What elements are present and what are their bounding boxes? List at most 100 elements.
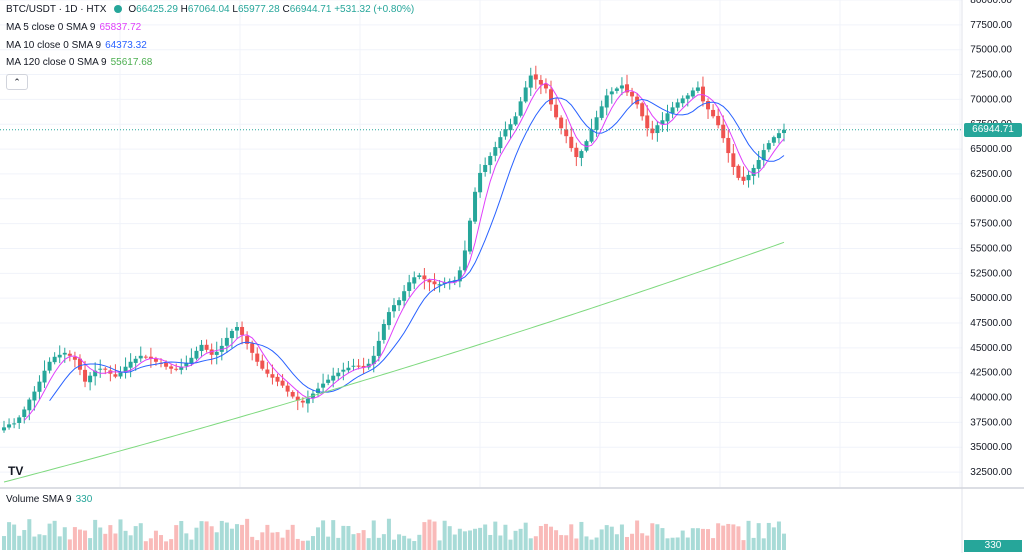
- candle-body: [47, 361, 52, 371]
- volume-bar: [361, 530, 366, 550]
- volume-bar: [341, 525, 346, 550]
- candle-body: [164, 363, 169, 367]
- y-tick-label: 32500.00: [970, 467, 1012, 478]
- ma120-legend[interactable]: MA 120 close 0 SMA 9 55617.68: [6, 57, 152, 68]
- candle-body: [706, 101, 711, 110]
- volume-bar: [700, 528, 705, 550]
- volume-bar: [133, 526, 138, 550]
- candle-body: [604, 95, 609, 108]
- volume-bar: [736, 526, 741, 550]
- candle-body: [361, 365, 366, 368]
- volume-bar: [711, 538, 716, 550]
- y-tick-label: 55000.00: [970, 243, 1012, 254]
- volume-bar: [98, 527, 103, 550]
- candle-body: [123, 366, 128, 372]
- ma10-legend[interactable]: MA 10 close 0 SMA 9 64373.32: [6, 40, 147, 51]
- volume-bar: [153, 530, 158, 550]
- candle-body: [685, 95, 690, 99]
- volume-bar: [42, 535, 47, 550]
- candle-body: [113, 374, 118, 377]
- candle-body: [594, 117, 599, 130]
- volume-bar: [407, 538, 412, 550]
- candle-body: [17, 417, 22, 424]
- candle-body: [93, 370, 98, 377]
- candle-body: [675, 102, 680, 108]
- volume-bar: [300, 540, 305, 550]
- candle-body: [381, 324, 386, 340]
- volume-bar: [655, 524, 660, 550]
- candle-body: [316, 388, 321, 393]
- candle-body: [721, 124, 726, 139]
- y-tick-label: 80000.00: [970, 0, 1012, 6]
- volume-bar: [746, 520, 751, 550]
- volume-bar: [538, 525, 543, 550]
- candle-body: [751, 167, 756, 176]
- candle-body: [645, 115, 650, 129]
- y-tick-label: 40000.00: [970, 393, 1012, 404]
- candle-body: [690, 90, 695, 97]
- volume-bar: [559, 535, 564, 550]
- volume-bar: [427, 519, 432, 550]
- chevron-up-icon[interactable]: ⌃: [6, 74, 28, 90]
- candle-body: [493, 147, 498, 156]
- volume-bar: [366, 538, 371, 550]
- candle-body: [77, 358, 82, 370]
- volume-bar: [123, 530, 128, 550]
- volume-bar: [437, 540, 442, 550]
- volume-bar: [381, 534, 386, 550]
- ma5-legend[interactable]: MA 5 close 0 SMA 9 65837.72: [6, 22, 141, 33]
- candle-body: [513, 116, 518, 125]
- volume-bar: [630, 533, 635, 550]
- symbol-label[interactable]: BTC/USDT · 1D · HTX: [6, 4, 107, 15]
- volume-bar: [619, 524, 624, 550]
- candle-body: [27, 399, 32, 411]
- volume-bar: [624, 536, 629, 550]
- y-tick-label: 60000.00: [970, 194, 1012, 205]
- y-tick-label: 77500.00: [970, 20, 1012, 31]
- volume-bar: [508, 539, 513, 550]
- volume-bar: [138, 523, 143, 550]
- volume-bar: [219, 520, 224, 550]
- volume-bar: [386, 518, 391, 550]
- volume-bar: [184, 533, 189, 550]
- candle-body: [214, 351, 219, 355]
- volume-bar: [118, 519, 123, 550]
- volume-bar: [32, 536, 37, 550]
- ma10-value: 64373.32: [105, 40, 147, 51]
- candle-body: [407, 282, 412, 291]
- volume-bar: [706, 529, 711, 550]
- volume-bar: [285, 529, 290, 550]
- candle-body: [462, 250, 467, 271]
- ma120-value: 55617.68: [110, 57, 153, 68]
- candle-body: [549, 89, 554, 105]
- candle-body: [619, 85, 624, 89]
- volume-bar: [280, 537, 285, 550]
- candle-body: [138, 355, 143, 359]
- volume-bar: [675, 537, 680, 550]
- volume-bar: [543, 523, 548, 550]
- candle-body: [326, 379, 331, 383]
- candle-body: [250, 343, 255, 353]
- candle-body: [564, 129, 569, 137]
- volume-bar: [721, 525, 726, 550]
- volume-bar: [660, 528, 665, 550]
- candle-body: [7, 424, 12, 428]
- volume-legend[interactable]: Volume SMA 9 330: [6, 494, 92, 505]
- tradingview-logo[interactable]: TV: [8, 464, 24, 478]
- ma-line-3: [3, 241, 785, 483]
- candle-body: [650, 128, 655, 134]
- volume-bar: [103, 533, 108, 550]
- candle-body: [695, 87, 700, 91]
- candle-body: [488, 156, 493, 166]
- candle-body: [731, 153, 736, 167]
- volume-bar: [331, 520, 336, 550]
- volume-bar: [574, 538, 579, 550]
- candle-body: [356, 365, 361, 367]
- candle-body: [103, 368, 108, 370]
- volume-bar: [731, 524, 736, 550]
- volume-bar: [569, 524, 574, 550]
- candle-body: [280, 380, 285, 386]
- candle-body: [528, 75, 533, 88]
- volume-bar: [376, 537, 381, 550]
